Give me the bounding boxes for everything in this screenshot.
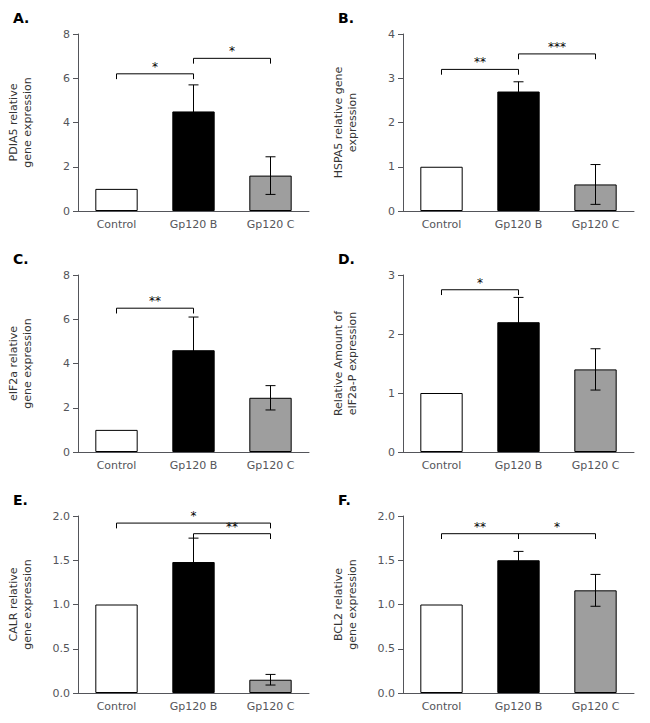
svg-text:E.: E. bbox=[13, 492, 28, 508]
svg-text:Gp120 B: Gp120 B bbox=[495, 218, 543, 231]
svg-text:0: 0 bbox=[388, 205, 395, 218]
svg-text:Gp120 C: Gp120 C bbox=[572, 700, 620, 713]
svg-text:1: 1 bbox=[388, 387, 395, 400]
svg-text:2: 2 bbox=[388, 328, 395, 341]
svg-text:0: 0 bbox=[63, 205, 70, 218]
svg-text:Gp120 B: Gp120 B bbox=[170, 218, 218, 231]
svg-text:1: 1 bbox=[388, 160, 395, 173]
svg-text:*: * bbox=[191, 509, 197, 523]
svg-text:1.5: 1.5 bbox=[53, 554, 71, 567]
svg-text:Control: Control bbox=[422, 218, 462, 231]
svg-text:***: *** bbox=[548, 40, 566, 54]
svg-text:Gp120 B: Gp120 B bbox=[170, 700, 218, 713]
svg-text:8: 8 bbox=[63, 269, 70, 282]
svg-text:0.5: 0.5 bbox=[378, 642, 396, 655]
svg-text:2: 2 bbox=[388, 116, 395, 129]
svg-text:Gp120 C: Gp120 C bbox=[572, 459, 620, 472]
svg-text:gene expression: gene expression bbox=[21, 318, 34, 408]
svg-text:*: * bbox=[554, 520, 560, 534]
svg-text:Gp120 B: Gp120 B bbox=[170, 459, 218, 472]
svg-text:Control: Control bbox=[97, 700, 137, 713]
svg-text:0.5: 0.5 bbox=[53, 642, 71, 655]
svg-text:2: 2 bbox=[63, 160, 70, 173]
svg-text:Control: Control bbox=[97, 218, 137, 231]
svg-text:Relative Amount of: Relative Amount of bbox=[332, 310, 345, 416]
svg-text:2.0: 2.0 bbox=[53, 510, 71, 523]
svg-text:0.0: 0.0 bbox=[53, 687, 71, 700]
svg-text:A.: A. bbox=[13, 10, 29, 26]
svg-text:Gp120 C: Gp120 C bbox=[247, 218, 295, 231]
svg-text:Gp120 C: Gp120 C bbox=[247, 459, 295, 472]
svg-text:Control: Control bbox=[422, 700, 462, 713]
svg-text:3: 3 bbox=[388, 269, 395, 282]
svg-text:4: 4 bbox=[63, 116, 70, 129]
svg-text:**: ** bbox=[474, 520, 486, 534]
svg-text:6: 6 bbox=[63, 313, 70, 326]
svg-text:*: * bbox=[477, 276, 483, 290]
svg-text:**: ** bbox=[226, 520, 238, 534]
svg-text:6: 6 bbox=[63, 72, 70, 85]
svg-text:gene expression: gene expression bbox=[21, 559, 34, 649]
svg-text:Gp120 B: Gp120 B bbox=[495, 700, 543, 713]
svg-text:*: * bbox=[152, 60, 158, 74]
svg-text:gene expression: gene expression bbox=[346, 559, 359, 649]
svg-text:HSPA5 relative gene: HSPA5 relative gene bbox=[332, 66, 345, 178]
svg-text:0: 0 bbox=[388, 446, 395, 459]
svg-text:4: 4 bbox=[388, 28, 395, 41]
svg-text:0.0: 0.0 bbox=[378, 687, 396, 700]
svg-text:Control: Control bbox=[422, 459, 462, 472]
svg-text:gene expression: gene expression bbox=[21, 77, 34, 167]
svg-text:PDIA5 relative: PDIA5 relative bbox=[7, 83, 20, 161]
svg-text:**: ** bbox=[474, 55, 486, 69]
svg-text:B.: B. bbox=[338, 10, 354, 26]
svg-text:F.: F. bbox=[338, 492, 351, 508]
svg-text:expression: expression bbox=[346, 93, 359, 152]
svg-text:0: 0 bbox=[63, 446, 70, 459]
svg-text:2.0: 2.0 bbox=[378, 510, 396, 523]
svg-text:1.5: 1.5 bbox=[378, 554, 396, 567]
svg-text:CALR relative: CALR relative bbox=[7, 567, 20, 641]
svg-text:1.0: 1.0 bbox=[53, 598, 71, 611]
svg-text:eIF2a relative: eIF2a relative bbox=[7, 326, 20, 401]
svg-text:Gp120 C: Gp120 C bbox=[247, 700, 295, 713]
svg-text:2: 2 bbox=[63, 401, 70, 414]
svg-text:C.: C. bbox=[13, 251, 29, 267]
svg-text:eIF2a-P expression: eIF2a-P expression bbox=[346, 312, 359, 416]
svg-text:*: * bbox=[229, 44, 235, 58]
svg-text:Gp120 B: Gp120 B bbox=[495, 459, 543, 472]
svg-text:**: ** bbox=[149, 294, 161, 308]
svg-text:3: 3 bbox=[388, 72, 395, 85]
svg-text:Gp120 C: Gp120 C bbox=[572, 218, 620, 231]
svg-text:D.: D. bbox=[338, 251, 355, 267]
svg-text:Control: Control bbox=[97, 459, 137, 472]
svg-text:1.0: 1.0 bbox=[378, 598, 396, 611]
svg-text:4: 4 bbox=[63, 357, 70, 370]
svg-text:BCL2 relative: BCL2 relative bbox=[332, 568, 345, 641]
svg-text:8: 8 bbox=[63, 28, 70, 41]
